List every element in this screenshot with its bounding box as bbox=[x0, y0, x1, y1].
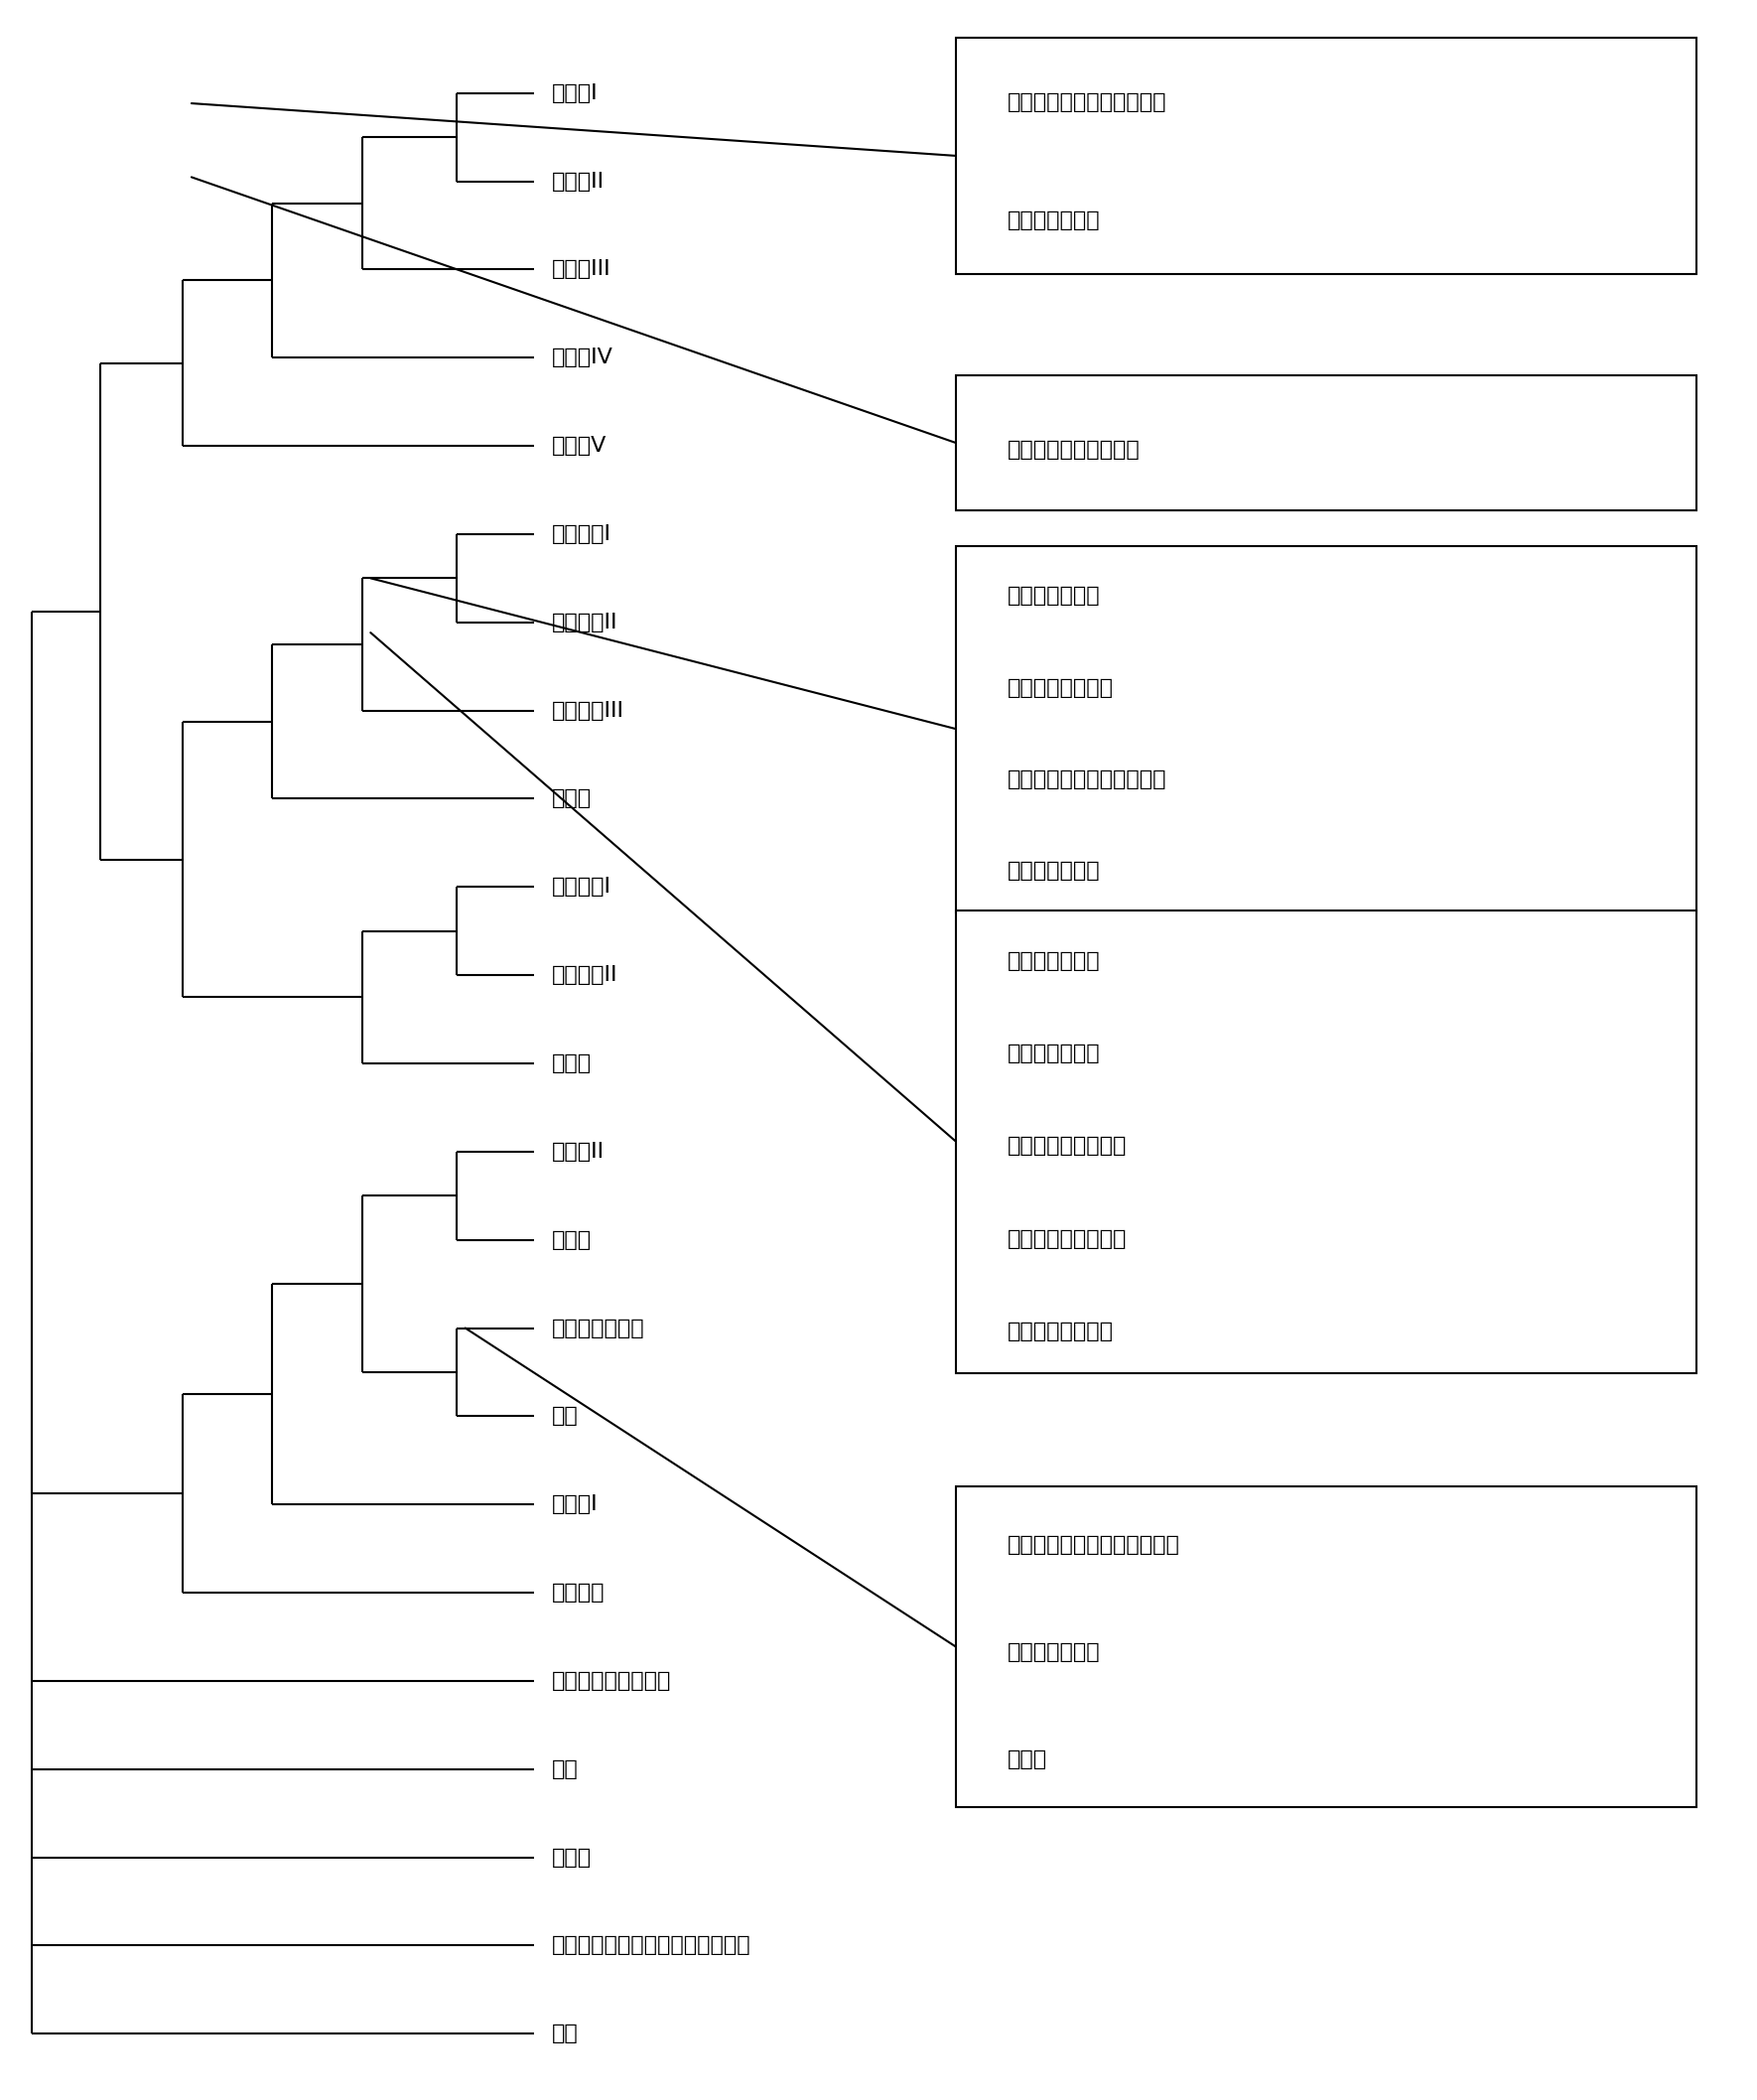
Text: 藜科（甜菜，菠菜）: 藜科（甜菜，菠菜） bbox=[1009, 1228, 1128, 1250]
Text: 萁芦科（甜瓜）: 萁芦科（甜瓜） bbox=[1009, 586, 1100, 607]
Text: 樟目: 樟目 bbox=[552, 1407, 578, 1426]
Text: 菊分支II: 菊分支II bbox=[552, 172, 604, 191]
Text: 菊分支IV: 菊分支IV bbox=[552, 349, 613, 368]
Text: 菊分支III: 菊分支III bbox=[552, 260, 610, 279]
Text: 菊科（向日葵、茏苃）: 菊科（向日葵、茏苃） bbox=[1009, 439, 1140, 460]
Text: 芳香科（柑橘属）: 芳香科（柑橘属） bbox=[1009, 1321, 1114, 1342]
Text: 蕨类植物、苔莗和其它非种子植物: 蕨类植物、苔莗和其它非种子植物 bbox=[552, 1936, 750, 1955]
Text: 苏铁类: 苏铁类 bbox=[552, 1848, 590, 1867]
Text: 买麻藤目: 买麻藤目 bbox=[552, 1583, 604, 1602]
Text: 銀杏: 銀杏 bbox=[552, 1760, 578, 1779]
Text: 梧桐科（可可）: 梧桐科（可可） bbox=[1009, 1044, 1100, 1063]
Text: 金缕梅类II: 金缕梅类II bbox=[552, 966, 617, 985]
Text: 菊分支I: 菊分支I bbox=[552, 84, 597, 103]
Text: 绻藻: 绻藻 bbox=[552, 2024, 578, 2043]
Bar bbox=[956, 546, 1697, 911]
Text: 十字花科（拟南芥）: 十字花科（拟南芥） bbox=[1009, 1136, 1128, 1157]
Text: 豆科（苜蓿、豆）: 豆科（苜蓿、豆） bbox=[1009, 678, 1114, 697]
Text: 金缕梅类I: 金缕梅类I bbox=[552, 878, 611, 897]
Text: 木兰目: 木兰目 bbox=[552, 1231, 590, 1250]
Text: 古草本I: 古草本I bbox=[552, 1495, 597, 1514]
Bar bbox=[956, 376, 1697, 510]
Text: 禾本科（玉米、小麦、水稻）: 禾本科（玉米、小麦、水稻） bbox=[1009, 1535, 1181, 1556]
Bar bbox=[956, 909, 1697, 1373]
Text: 针叶树松科（松树）: 针叶树松科（松树） bbox=[552, 1672, 671, 1691]
Text: 毛茌类: 毛茌类 bbox=[552, 1054, 590, 1073]
Text: 蔷薇分支II: 蔷薇分支II bbox=[552, 613, 617, 632]
Text: 蔷薇分支I: 蔷薇分支I bbox=[552, 525, 611, 544]
Text: 百合科: 百合科 bbox=[1009, 1749, 1047, 1768]
Text: 石竹类: 石竹类 bbox=[552, 790, 590, 808]
Text: 芙蕉科（香蕉）: 芙蕉科（香蕉） bbox=[1009, 1642, 1100, 1661]
Text: 茵草科（咏啊）: 茵草科（咏啊） bbox=[1009, 210, 1100, 231]
Text: 蔷薇科（桃、樱桃、苹果）: 蔷薇科（桃、樱桃、苹果） bbox=[1009, 769, 1167, 790]
Text: 单子叶植物分支: 单子叶植物分支 bbox=[552, 1319, 645, 1338]
Text: 茄科（番茄、胡椒、茄子）: 茄科（番茄、胡椒、茄子） bbox=[1009, 92, 1167, 113]
Text: 蔷薇分支III: 蔷薇分支III bbox=[552, 701, 624, 720]
Bar bbox=[956, 1487, 1697, 1808]
Text: 古草本II: 古草本II bbox=[552, 1142, 604, 1161]
Text: 杨柳科（杨树）: 杨柳科（杨树） bbox=[1009, 861, 1100, 880]
Bar bbox=[956, 38, 1697, 275]
Text: 菊分支V: 菊分支V bbox=[552, 437, 606, 456]
Text: 锦葵科（棉花）: 锦葵科（棉花） bbox=[1009, 951, 1100, 970]
